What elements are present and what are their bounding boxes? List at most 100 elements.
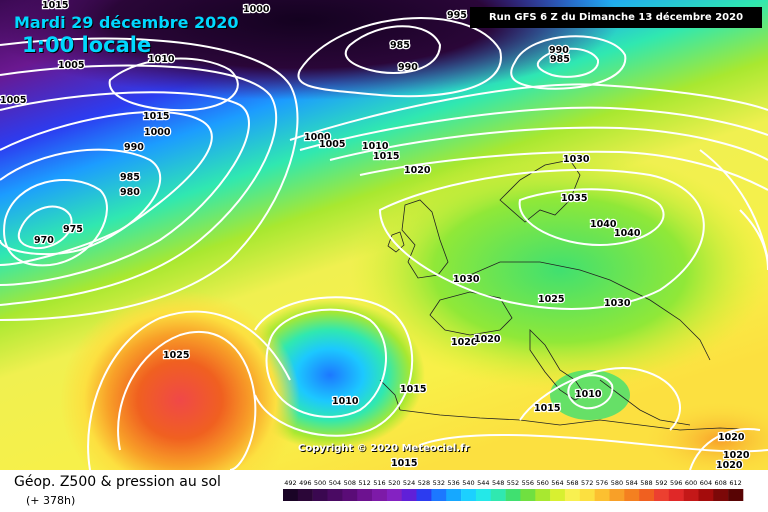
- isobar-label: 1015: [373, 151, 399, 162]
- isobar-label: 1000: [243, 4, 270, 15]
- isobar-label: 1005: [319, 139, 345, 150]
- model-run-info: Run GFS 6 Z du Dimanche 13 décembre 2020: [470, 7, 762, 28]
- legend-swatch: [550, 489, 566, 501]
- color-scale-legend: 492 496 500 504 508 512 516 520 524 528 532 536 540 5…: [283, 479, 744, 501]
- legend-swatch: [416, 489, 432, 501]
- legend-swatch: [639, 489, 655, 501]
- subtropical-ridge: [60, 290, 300, 470]
- legend-tick-label: 604: [700, 479, 712, 487]
- isobar-label: 1030: [563, 154, 590, 165]
- legend-swatch: [297, 489, 313, 501]
- legend-tick-label: 512: [358, 479, 370, 487]
- legend-tick-label: 496: [299, 479, 311, 487]
- legend-swatch: [624, 489, 640, 501]
- legend-swatch: [342, 489, 358, 501]
- isobar-label: 1035: [561, 193, 587, 204]
- legend-tick-label: 492: [284, 479, 296, 487]
- forecast-local-time: 1:00 locale: [22, 33, 152, 57]
- legend-tick-label: 520: [388, 479, 400, 487]
- isobar-label: 1040: [590, 219, 617, 230]
- isobar-label: 990: [398, 62, 418, 73]
- legend-tick-label: 524: [403, 479, 415, 487]
- legend-swatch: [505, 489, 521, 501]
- legend-tick-label: 500: [314, 479, 326, 487]
- legend-tick-label: 508: [344, 479, 356, 487]
- legend-swatch: [490, 489, 506, 501]
- isobar-label: 1010: [362, 141, 389, 152]
- isobar-label: 1015: [143, 111, 169, 122]
- legend-swatch: [683, 489, 699, 501]
- isobar-label: 1005: [58, 60, 84, 71]
- copyright-notice: Copyright © 2020 Meteociel.fr: [298, 443, 470, 454]
- legend-swatch: [372, 489, 388, 501]
- legend-tick-label: 596: [670, 479, 682, 487]
- legend-swatch: [386, 489, 402, 501]
- legend-tick-label: 544: [477, 479, 489, 487]
- legend-tick-label: 552: [507, 479, 519, 487]
- legend-swatch: [594, 489, 610, 501]
- forecast-date: Mardi 29 décembre 2020: [14, 13, 239, 32]
- map-variable-title: Géop. Z500 & pression au sol: [14, 474, 221, 490]
- legend-tick-label: 548: [492, 479, 504, 487]
- legend-tick-label: 588: [640, 479, 652, 487]
- legend-tick-label: 564: [551, 479, 563, 487]
- legend-tick-label: 600: [685, 479, 697, 487]
- legend-swatch: [431, 489, 447, 501]
- legend-swatch: [609, 489, 625, 501]
- isobar-label: 985: [120, 172, 140, 183]
- isobar-label: 1000: [144, 127, 171, 138]
- legend-swatch: [535, 489, 551, 501]
- isobar-label: 1010: [575, 389, 602, 400]
- legend-swatch: [668, 489, 684, 501]
- isobar-label: 1020: [716, 460, 743, 470]
- isobar-labels: 1015 1000 995 1005 1010 985 990 990 985 …: [0, 0, 751, 470]
- isobar-label: 1040: [614, 228, 641, 239]
- isobar-label: 1025: [538, 294, 564, 305]
- legend-tick-label: 536: [447, 479, 459, 487]
- legend-tick-label: 580: [611, 479, 623, 487]
- legend-swatch: [564, 489, 580, 501]
- legend-tick-label: 572: [581, 479, 593, 487]
- legend-tick-label: 528: [418, 479, 430, 487]
- legend-tick-label: 556: [522, 479, 534, 487]
- legend-swatch: [357, 489, 373, 501]
- legend-swatch: [520, 489, 536, 501]
- isobar-label: 1000: [304, 132, 331, 143]
- legend-swatch: [461, 489, 477, 501]
- legend-tick-label: 584: [625, 479, 637, 487]
- weather-map: 1015 1000 995 1005 1010 985 990 990 985 …: [0, 0, 768, 470]
- isobar-label: 1020: [474, 334, 501, 345]
- isobar-label: 1015: [42, 0, 68, 11]
- isobar-label: 995: [447, 10, 467, 21]
- isobar-label: 1020: [723, 450, 750, 461]
- isobar-label: 1030: [604, 298, 631, 309]
- isobar-label: 985: [550, 54, 570, 65]
- legend-swatch: [579, 489, 595, 501]
- isobar-label: 1005: [0, 95, 26, 106]
- legend-swatch: [327, 489, 343, 501]
- isobar-label: 990: [124, 142, 144, 153]
- footer-panel: Géop. Z500 & pression au sol (+ 378h) 49…: [0, 470, 768, 512]
- legend-swatch: [713, 489, 729, 501]
- legend-swatch: [401, 489, 417, 501]
- legend-swatch: [312, 489, 328, 501]
- isobar-label: 1020: [404, 165, 431, 176]
- legend-tick-label: 532: [433, 479, 445, 487]
- legend-tick-label: 576: [596, 479, 608, 487]
- legend-tick-label: 568: [566, 479, 578, 487]
- east-orange-zone: [640, 400, 768, 470]
- legend-tick-label: 516: [373, 479, 385, 487]
- isobar-label: 1020: [718, 432, 745, 443]
- legend-swatch: [728, 489, 744, 501]
- legend-swatch: [446, 489, 462, 501]
- isobar-label: 1030: [453, 274, 480, 285]
- legend-swatch: [475, 489, 491, 501]
- isobar-label: 1015: [400, 384, 426, 395]
- legend-swatch: [698, 489, 714, 501]
- legend-swatch: [283, 489, 299, 501]
- legend-tick-label: 592: [655, 479, 667, 487]
- legend-tick-label: 540: [462, 479, 474, 487]
- legend-tick-label: 608: [714, 479, 726, 487]
- isobar-label: 975: [63, 224, 83, 235]
- isobar-label: 970: [34, 235, 54, 246]
